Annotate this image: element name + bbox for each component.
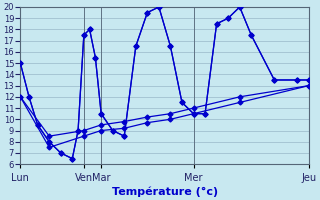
X-axis label: Température (°c): Température (°c) bbox=[112, 186, 218, 197]
